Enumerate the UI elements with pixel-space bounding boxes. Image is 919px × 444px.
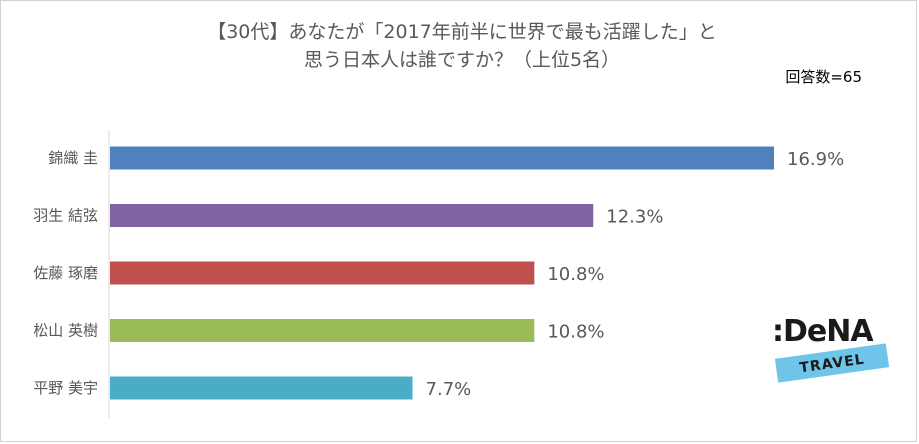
bar-series: 錦織 圭 16.9% 羽生 結弦 12.3% 佐藤 琢磨 10.8% 松山 英樹 10.8% 平… [33, 146, 844, 400]
dena-travel-logo: :DeNA TRAVEL [768, 305, 890, 385]
bar-4 [110, 319, 535, 342]
value-label-5: 7.7% [426, 379, 472, 400]
category-label-1: 錦織 圭 [48, 149, 98, 167]
category-label-3: 佐藤 琢磨 [33, 264, 98, 282]
bar-5 [110, 376, 413, 400]
value-label-1: 16.9% [787, 149, 844, 170]
svg-text::DeNA: :DeNA [772, 314, 874, 349]
value-label-4: 10.8% [547, 322, 604, 343]
category-label-2: 羽生 結弦 [33, 207, 98, 225]
category-label-5: 平野 美宇 [33, 379, 98, 397]
travel-band: TRAVEL [774, 343, 890, 383]
respondent-count: 回答数=65 [785, 68, 862, 86]
chart-title-line-1: 【30代】あなたが「2017年前半に世界で最も活躍した」と [207, 21, 717, 43]
dena-wordmark: :DeNA [772, 314, 875, 349]
value-label-3: 10.8% [547, 264, 604, 285]
value-label-2: 12.3% [606, 207, 663, 228]
category-label-4: 松山 英樹 [33, 322, 98, 340]
bar-1 [110, 146, 774, 170]
bar-2 [110, 204, 594, 227]
chart-title-line-2: 思う日本人は誰ですか？（上位5名） [304, 49, 620, 71]
bar-3 [110, 261, 535, 285]
